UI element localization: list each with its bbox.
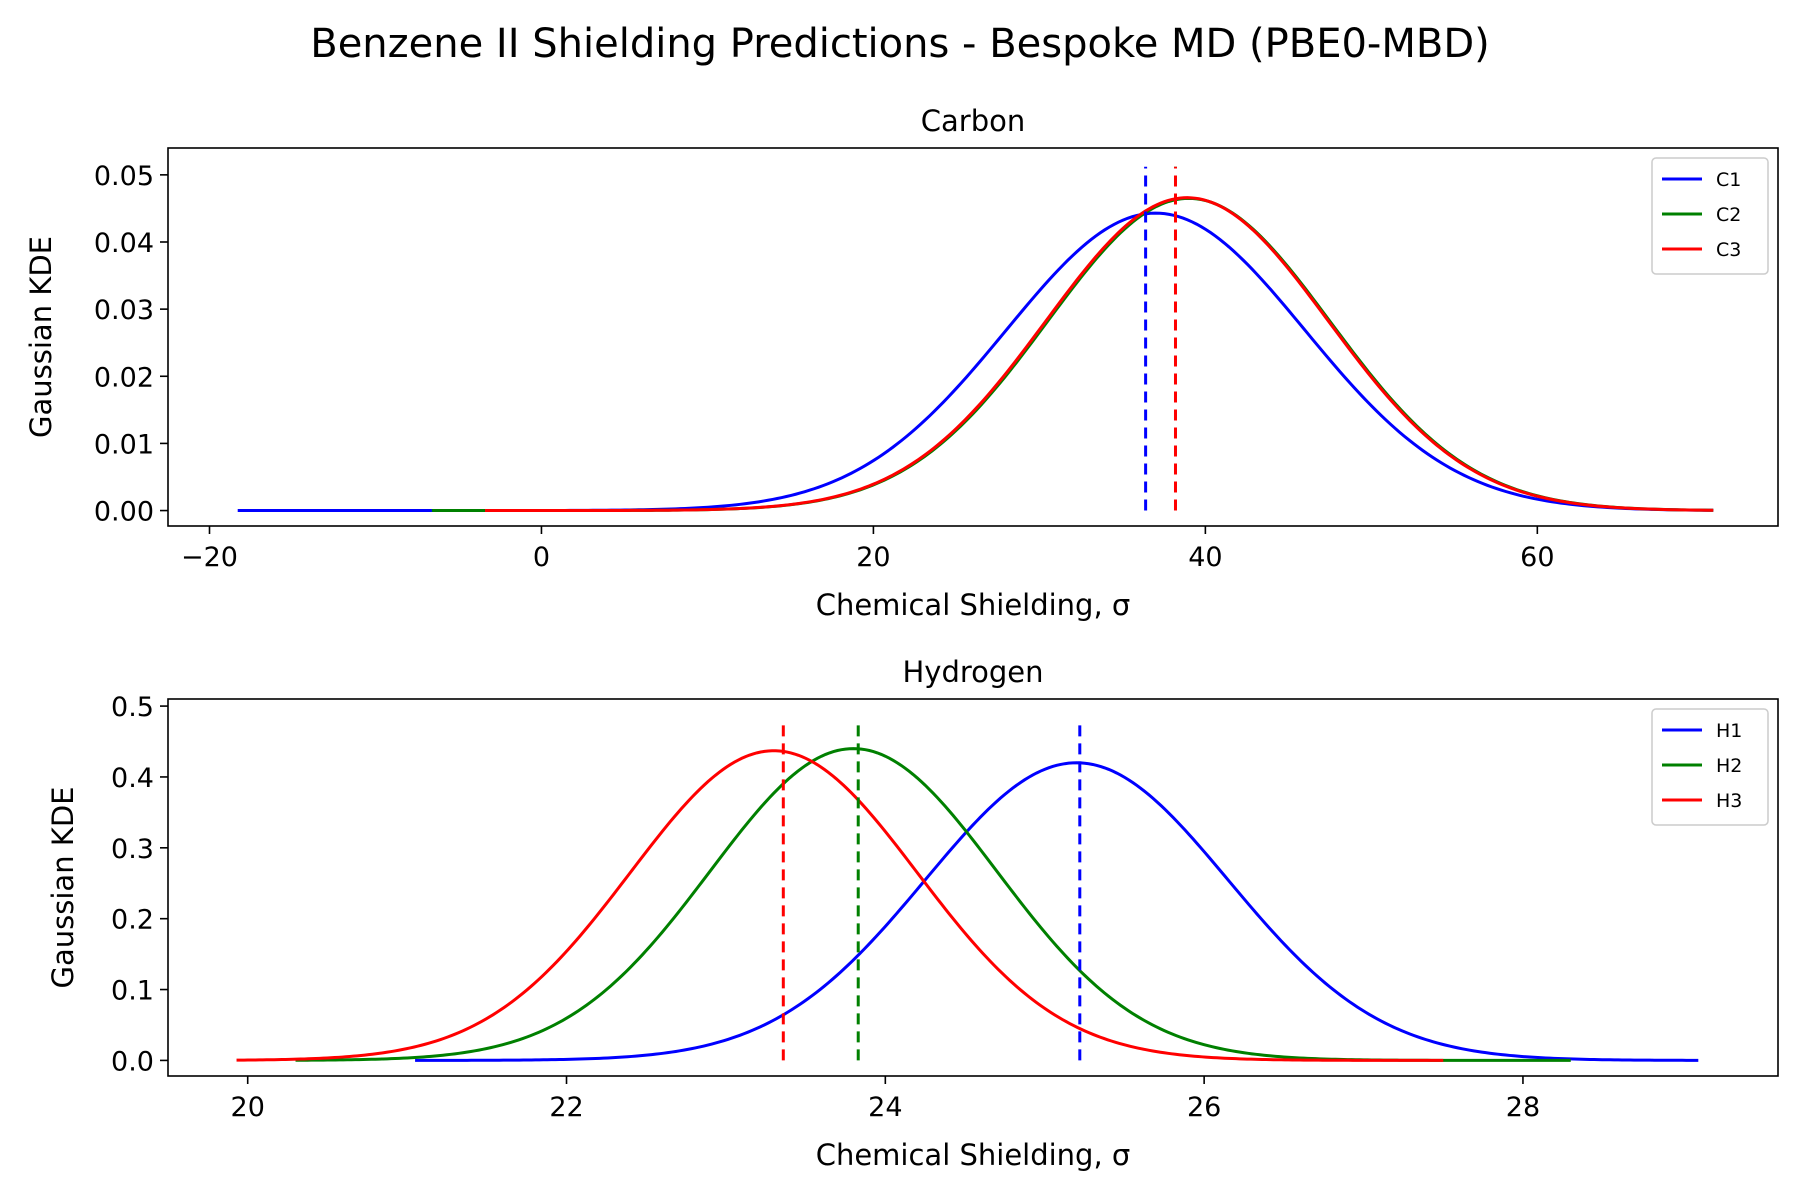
y-tick-label: 0.01 bbox=[94, 429, 154, 460]
legend-label: C1 bbox=[1716, 169, 1741, 191]
y-axis-label: Gaussian KDE bbox=[24, 236, 58, 438]
x-tick-label: 60 bbox=[1520, 542, 1554, 573]
series-line-c3 bbox=[485, 196, 1714, 513]
x-tick-label: −20 bbox=[181, 542, 238, 573]
series-line-c2 bbox=[431, 196, 1714, 513]
x-tick-label: 20 bbox=[231, 1092, 265, 1123]
x-tick-label: 28 bbox=[1506, 1092, 1540, 1123]
x-tick-label: 20 bbox=[856, 542, 890, 573]
legend-label: H1 bbox=[1716, 720, 1742, 742]
series-line-h2 bbox=[295, 747, 1571, 1062]
y-tick-label: 0.5 bbox=[111, 692, 154, 723]
axes-frame bbox=[167, 698, 1779, 1077]
subplot-title: Hydrogen bbox=[902, 655, 1043, 689]
legend-label: C3 bbox=[1716, 239, 1741, 261]
figure-title: Benzene II Shielding Predictions - Bespo… bbox=[310, 21, 1489, 67]
series-line-h1 bbox=[415, 761, 1699, 1062]
legend-box bbox=[1651, 157, 1769, 275]
y-tick-label: 0.1 bbox=[111, 976, 154, 1007]
y-tick-label: 0.05 bbox=[94, 161, 154, 192]
legend-label: H3 bbox=[1716, 790, 1742, 812]
subplot-title: Carbon bbox=[921, 104, 1025, 138]
y-tick-label: 0.02 bbox=[94, 362, 154, 393]
subplot-carbon: Carbon −20 0 20 40 60 0.00 0.01 0.02 0.03 0.04 0.05… bbox=[24, 104, 1779, 622]
y-tick-label: 0.00 bbox=[94, 497, 154, 528]
y-tick-label: 0.3 bbox=[111, 834, 154, 865]
x-axis-label: Chemical Shielding, σ bbox=[816, 1138, 1131, 1172]
series-line-c1 bbox=[237, 211, 1714, 513]
y-tick-label: 0.0 bbox=[111, 1046, 154, 1077]
x-tick-label: 26 bbox=[1187, 1092, 1221, 1123]
x-tick-label: 24 bbox=[868, 1092, 902, 1123]
y-axis-label: Gaussian KDE bbox=[46, 787, 80, 989]
y-tick-label: 0.04 bbox=[94, 228, 154, 259]
x-tick-label: 40 bbox=[1188, 542, 1222, 573]
axes-frame bbox=[167, 147, 1779, 527]
legend: H1 H2 H3 bbox=[1651, 708, 1769, 826]
legend-label: H2 bbox=[1716, 755, 1742, 777]
x-tick-label: 22 bbox=[549, 1092, 583, 1123]
legend: C1 C2 C3 bbox=[1651, 157, 1769, 275]
y-tick-label: 0.4 bbox=[111, 763, 154, 794]
y-tick-label: 0.2 bbox=[111, 905, 154, 936]
y-tick-label: 0.03 bbox=[94, 295, 154, 326]
x-tick-label: 0 bbox=[533, 542, 550, 573]
legend-label: C2 bbox=[1716, 204, 1741, 226]
series-line-h3 bbox=[236, 749, 1444, 1062]
legend-box bbox=[1651, 708, 1769, 826]
subplot-hydrogen: Hydrogen 20 22 24 26 28 0.0 0.1 0.2 0.3 0.4 0.5 Chem… bbox=[46, 655, 1779, 1172]
x-axis-label: Chemical Shielding, σ bbox=[816, 588, 1131, 622]
